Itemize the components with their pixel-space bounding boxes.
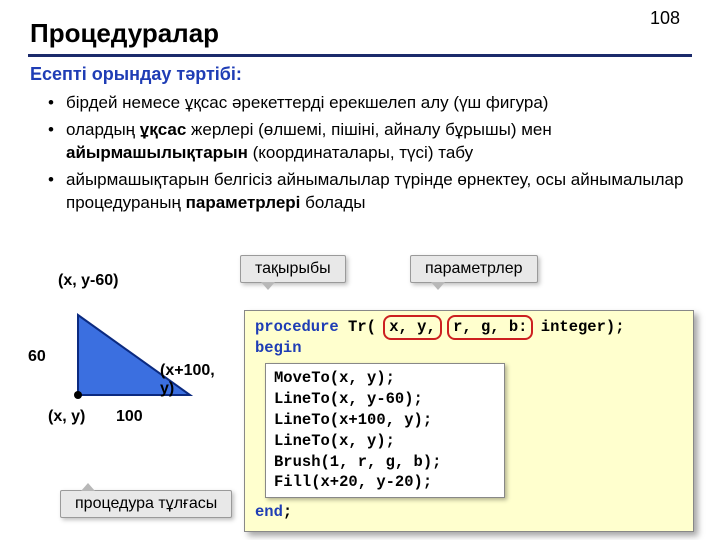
bullet-text: бірдей немесе ұқсас әрекеттерді ерекшеле…: [66, 92, 548, 115]
callout-params: параметрлер: [410, 255, 538, 283]
bullet-text: олардың ұқсас жерлері (өлшемі, пішіні, а…: [66, 119, 688, 165]
section-prompt: Есепті орындау тәртібі:: [30, 64, 242, 85]
code-line: procedure Tr( x, y, r, g, b: integer);: [255, 317, 683, 338]
page-title: Процедуралар: [30, 18, 219, 49]
code-inner-box: MoveTo(x, y); LineTo(x, y-60); LineTo(x+…: [265, 363, 505, 499]
triangle-label: 60: [28, 348, 46, 366]
triangle-diagram: (x, y-60) 60 (x+100, y) (x, y) 100: [30, 280, 230, 460]
param-ring: r, g, b:: [447, 315, 533, 340]
code-line: LineTo(x+100, y);: [274, 410, 496, 431]
code-line: Brush(1, r, g, b);: [274, 452, 496, 473]
triangle-label: (x, y-60): [58, 272, 118, 290]
triangle-label: 100: [116, 408, 143, 426]
bullet-text: айырмашықтарын белгісіз айнымалылар түрі…: [66, 169, 688, 215]
param-ring: x, y,: [383, 315, 442, 340]
callout-body: процедура тұлғасы: [60, 490, 232, 518]
triangle-label: (x+100, y): [160, 362, 230, 398]
callout-title: тақырыбы: [240, 255, 346, 283]
code-line: Fill(x+20, y-20);: [274, 472, 496, 493]
bullet-list: • бірдей немесе ұқсас әрекеттерді ерекше…: [48, 88, 688, 219]
code-line: end;: [255, 502, 683, 523]
title-rule: [28, 54, 692, 57]
list-item: • айырмашықтарын белгісіз айнымалылар тү…: [48, 169, 688, 215]
code-line: LineTo(x, y);: [274, 431, 496, 452]
code-line: LineTo(x, y-60);: [274, 389, 496, 410]
list-item: • бірдей немесе ұқсас әрекеттерді ерекше…: [48, 92, 688, 115]
code-line: MoveTo(x, y);: [274, 368, 496, 389]
list-item: • олардың ұқсас жерлері (өлшемі, пішіні,…: [48, 119, 688, 165]
code-block: procedure Tr( x, y, r, g, b: integer); b…: [244, 310, 694, 532]
code-line: begin: [255, 338, 683, 359]
page-number: 108: [650, 8, 680, 29]
triangle-label: (x, y): [48, 408, 85, 426]
